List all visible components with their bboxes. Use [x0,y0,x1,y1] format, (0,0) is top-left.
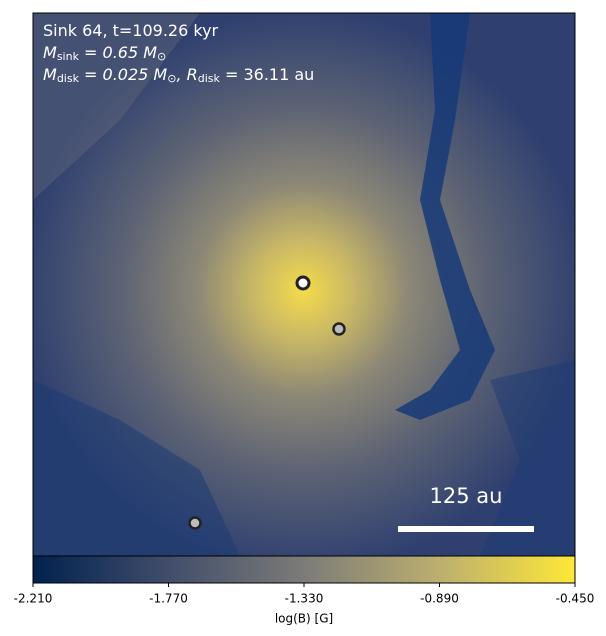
annotation: Msink = 0.65 M⊙ [43,43,166,64]
scale-bar-label: 125 au [430,484,503,508]
colorbar-label: log(B) [G] [275,612,333,626]
annotation: Sink 64, t=109.26 kyr [43,21,219,40]
tick-label: -0.890 [420,592,459,606]
annotation-part: sink [57,50,80,63]
annotation-part: disk [198,72,221,85]
annotation-part: = 36.11 au [220,65,314,84]
sink-marker [295,275,311,291]
annotation-part: ⊙ [167,72,176,85]
annotation-part: Sink 64, t=109.26 kyr [43,21,219,40]
colorbar [32,555,576,584]
tick-label: -2.210 [14,592,53,606]
tick-label: -1.330 [285,592,324,606]
annotation-part: ⊙ [157,50,166,63]
scale-bar [398,526,534,532]
annotation-part: = 0.025 M [79,65,167,84]
field-map [33,13,575,556]
annotation-part: = 0.65 M [79,43,157,62]
annotation: Mdisk = 0.025 M⊙, Rdisk = 36.11 au [43,65,314,86]
annotation-part: disk [57,72,80,85]
annotation-part: , R [176,65,197,84]
annotation-part: M [43,43,57,62]
annotation-part: M [43,65,57,84]
sink-marker [188,516,202,530]
tick-label: -1.770 [149,592,188,606]
sink-marker [332,322,346,336]
tick-label: -0.450 [556,592,595,606]
